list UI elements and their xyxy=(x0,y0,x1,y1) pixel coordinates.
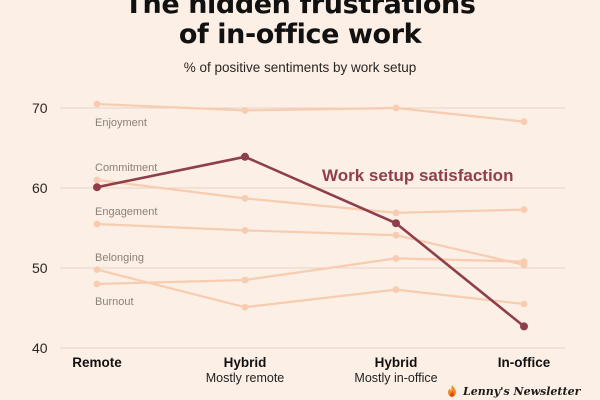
point-belonging-1 xyxy=(241,276,249,284)
y-tick-label-70: 70 xyxy=(32,100,48,116)
series-label-commitment: Commitment xyxy=(95,162,157,174)
grid-layer xyxy=(60,107,565,349)
point-commitment-1 xyxy=(241,195,249,202)
chart-subtitle: % of positive sentiments by work setup xyxy=(183,60,417,75)
y-tick-label-60: 60 xyxy=(32,180,48,196)
point-burnout-1 xyxy=(241,303,249,311)
point-work-setup-satisfaction-3 xyxy=(520,322,528,331)
point-commitment-0 xyxy=(93,176,101,184)
point-commitment-2 xyxy=(392,209,400,217)
series-line-work-setup-satisfaction xyxy=(95,155,526,328)
chart-title: The hidden frustrations of in-office wor… xyxy=(124,0,476,50)
point-engagement-2 xyxy=(392,231,400,239)
point-burnout-2 xyxy=(392,286,400,293)
point-burnout-0 xyxy=(93,266,101,273)
series-label-engagement: Engagement xyxy=(95,206,157,218)
x-tick-label-2: Hybrid xyxy=(375,355,418,370)
point-belonging-0 xyxy=(93,280,101,288)
point-enjoyment-0 xyxy=(93,100,101,108)
series-line-burnout xyxy=(95,268,526,309)
point-burnout-3 xyxy=(520,300,528,308)
series-line-enjoyment xyxy=(95,102,526,123)
flame-icon xyxy=(448,385,456,397)
series-label-burnout: Burnout xyxy=(95,296,134,308)
series-line-engagement xyxy=(95,222,526,266)
y-tick-label-40: 40 xyxy=(32,340,48,356)
y-tick-label-50: 50 xyxy=(32,260,48,276)
point-enjoyment-3 xyxy=(520,118,528,125)
point-work-setup-satisfaction-1 xyxy=(241,152,249,161)
point-belonging-2 xyxy=(392,255,400,262)
brand-name: Lenny's Newsletter xyxy=(463,384,581,398)
brand-logo: Lenny's Newsletter xyxy=(445,384,580,398)
series-line-commitment xyxy=(95,178,526,214)
point-work-setup-satisfaction-0 xyxy=(93,183,101,192)
point-engagement-0 xyxy=(93,220,101,228)
series-line-belonging xyxy=(95,257,526,286)
series-layer xyxy=(93,100,528,331)
x-tick-label-0: Remote xyxy=(72,355,122,370)
x-tick-label-3: In-office xyxy=(498,355,551,370)
point-enjoyment-1 xyxy=(241,107,249,114)
x-tick-sublabel-1: Mostly remote xyxy=(206,371,285,385)
series-label-work-setup-satisfaction: Work setup satisfaction xyxy=(322,166,513,185)
series-label-belonging: Belonging xyxy=(95,252,144,264)
point-work-setup-satisfaction-2 xyxy=(392,219,400,228)
x-tick-label-1: Hybrid xyxy=(224,355,267,370)
series-label-enjoyment: Enjoyment xyxy=(95,117,147,129)
point-enjoyment-2 xyxy=(392,104,400,112)
x-tick-sublabel-2: Mostly in-office xyxy=(354,371,437,385)
point-belonging-3 xyxy=(520,258,528,265)
point-commitment-3 xyxy=(520,206,528,214)
point-engagement-1 xyxy=(241,227,249,234)
